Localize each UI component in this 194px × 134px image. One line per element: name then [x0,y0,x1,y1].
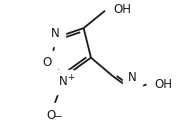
Text: N: N [128,71,137,84]
Text: N: N [59,75,68,88]
Text: O: O [47,109,56,122]
Text: N: N [50,27,59,40]
Text: −: − [54,112,62,122]
Text: +: + [67,73,75,82]
Text: O: O [42,56,51,70]
Text: OH: OH [114,3,132,16]
Text: OH: OH [155,78,173,91]
